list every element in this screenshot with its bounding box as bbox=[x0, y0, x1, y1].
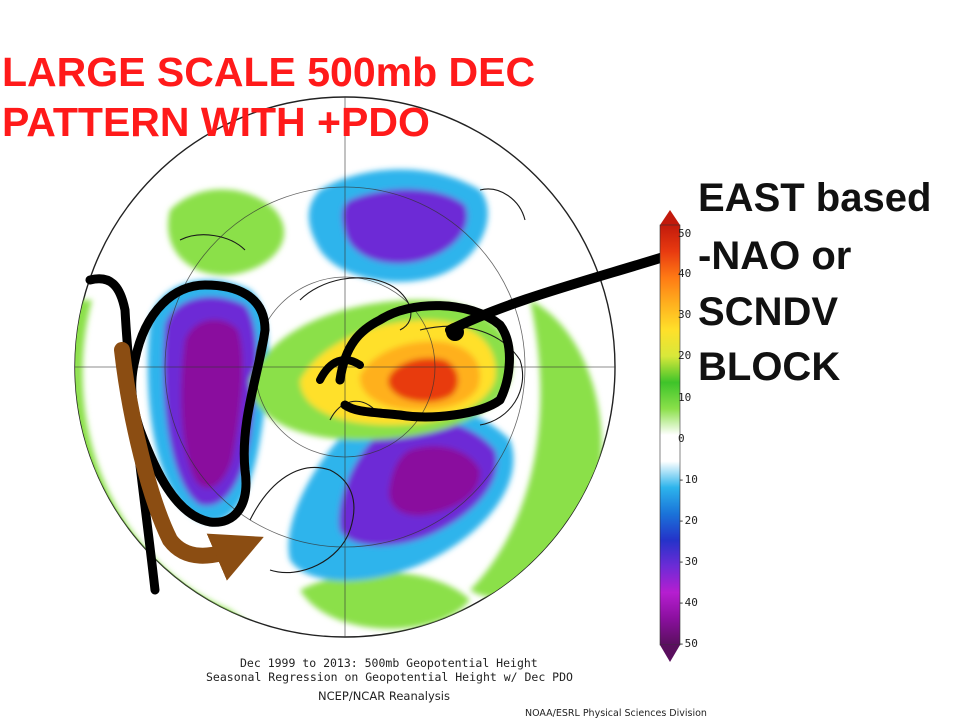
colorbar-label: -40 bbox=[678, 596, 698, 609]
positive-bottom bbox=[300, 571, 470, 629]
annotation-line-1: EAST based bbox=[698, 176, 932, 220]
colorbar-label: -10 bbox=[678, 473, 698, 486]
headline-line-2: PATTERN WITH +PDO bbox=[2, 99, 430, 145]
polar-low-core bbox=[342, 189, 468, 264]
colorbar-label: 40 bbox=[678, 267, 692, 280]
colorbar-top-triangle bbox=[660, 210, 680, 225]
brown-flow-arrow bbox=[114, 342, 264, 581]
colorbar-bottom-triangle bbox=[660, 645, 680, 662]
annotation-line-2: -NAO or bbox=[698, 234, 852, 278]
annotation-line-4: BLOCK bbox=[698, 345, 841, 389]
pacific-low-core bbox=[181, 319, 243, 489]
colorbar bbox=[659, 210, 681, 662]
colorbar-body bbox=[659, 224, 681, 646]
map-source: NCEP/NCAR Reanalysis bbox=[318, 689, 450, 703]
block-center-dot bbox=[446, 323, 464, 341]
map-caption-line-1: Dec 1999 to 2013: 500mb Geopotential Hei… bbox=[240, 656, 538, 670]
colorbar-label: -30 bbox=[678, 555, 698, 568]
map-caption-line-2: Seasonal Regression on Geopotential Heig… bbox=[206, 670, 573, 684]
colorbar-label: 0 bbox=[678, 432, 685, 445]
colorbar-label: -20 bbox=[678, 514, 698, 527]
headline-line-1: LARGE SCALE 500mb DEC bbox=[2, 49, 536, 95]
map-credit: NOAA/ESRL Physical Sciences Division bbox=[525, 708, 707, 719]
atlantic-low-core bbox=[389, 446, 481, 516]
block-pointer bbox=[445, 250, 675, 335]
colorbar-label: 20 bbox=[678, 349, 692, 362]
colorbar-label: 10 bbox=[678, 391, 692, 404]
colorbar-label: 30 bbox=[678, 308, 692, 321]
colorbar-label: 50 bbox=[678, 227, 692, 240]
polar-outline bbox=[316, 356, 364, 384]
annotation-line-3: SCNDV bbox=[698, 290, 839, 334]
coastlines bbox=[179, 188, 526, 574]
block-high-core bbox=[388, 358, 459, 402]
block-outline bbox=[335, 301, 514, 422]
colorbar-label: -50 bbox=[678, 637, 698, 650]
